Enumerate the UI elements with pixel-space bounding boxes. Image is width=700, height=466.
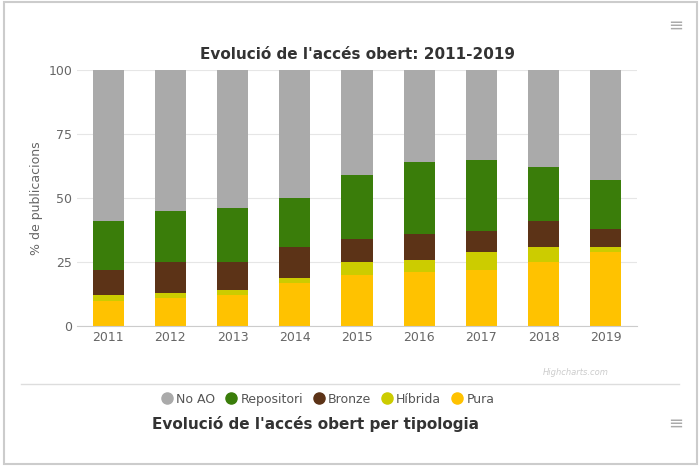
Bar [155, 211, 186, 262]
Bar [528, 167, 559, 221]
Legend: No AO, Repositori, Bronze, Híbrida, Pura: No AO, Repositori, Bronze, Híbrida, Pura [160, 389, 498, 409]
Bar [279, 278, 310, 282]
Bar [404, 70, 435, 162]
Bar [590, 180, 622, 229]
Text: Evolució de l'accés obert per tipologia: Evolució de l'accés obert per tipologia [151, 416, 479, 432]
Bar [217, 70, 248, 208]
Bar [528, 221, 559, 247]
Bar [92, 301, 124, 326]
Bar [92, 221, 124, 270]
Bar [590, 247, 622, 252]
Bar [404, 260, 435, 272]
Bar [404, 272, 435, 326]
Bar [466, 159, 497, 232]
Bar [155, 293, 186, 298]
Bar [217, 290, 248, 295]
Bar [279, 70, 310, 198]
Bar [404, 162, 435, 234]
Bar [590, 229, 622, 247]
Bar [466, 70, 497, 159]
Bar [342, 275, 372, 326]
Bar [342, 70, 372, 175]
Bar [217, 208, 248, 262]
Bar [342, 175, 372, 239]
Bar [590, 252, 622, 326]
Y-axis label: % de publicacions: % de publicacions [29, 141, 43, 255]
Bar [279, 198, 310, 247]
Bar [155, 70, 186, 211]
Text: Highcharts.com: Highcharts.com [543, 369, 609, 377]
Bar [279, 282, 310, 326]
Bar [92, 70, 124, 221]
Text: ≡: ≡ [668, 17, 683, 34]
Bar [528, 262, 559, 326]
Bar [466, 270, 497, 326]
Title: Evolució de l'accés obert: 2011-2019: Evolució de l'accés obert: 2011-2019 [199, 47, 514, 62]
Bar [528, 70, 559, 167]
Bar [92, 295, 124, 301]
Bar [92, 270, 124, 295]
Bar [466, 231, 497, 252]
Bar [279, 247, 310, 278]
Text: ≡: ≡ [668, 415, 683, 433]
Bar [404, 234, 435, 260]
Bar [155, 298, 186, 326]
Bar [342, 262, 372, 275]
Bar [217, 295, 248, 326]
Bar [342, 239, 372, 262]
Bar [155, 262, 186, 293]
Bar [528, 247, 559, 262]
Bar [466, 252, 497, 270]
Bar [217, 262, 248, 290]
Bar [590, 70, 622, 180]
